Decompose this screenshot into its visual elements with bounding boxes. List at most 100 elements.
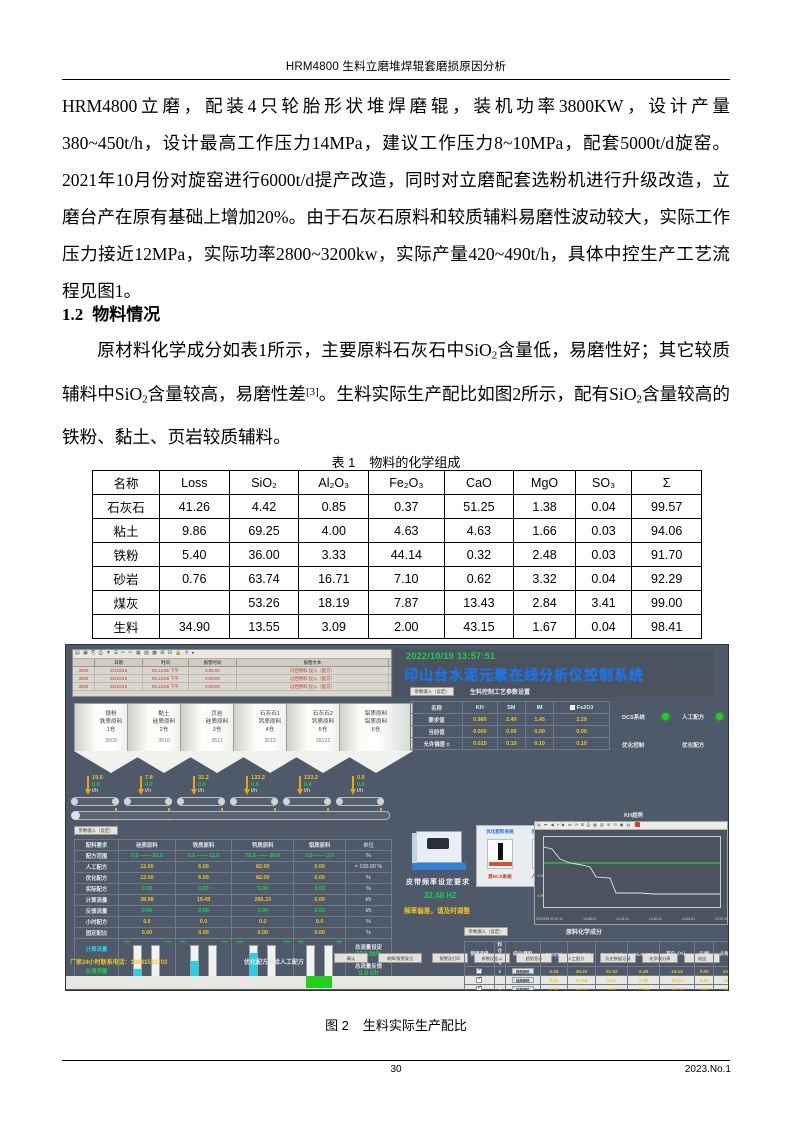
recipe-value-cell[interactable]: 0.5 —— 11.5: [174, 850, 233, 862]
chem-sio2[interactable]: 71.68: [566, 975, 597, 985]
chem-ratio[interactable]: 100.0: [713, 966, 728, 976]
recipe-row[interactable]: 小时配方 0.0 0.0 0.0 0.0%: [74, 916, 392, 928]
chem-fe2o3[interactable]: 31.82: [595, 966, 629, 976]
chem-ratio[interactable]: 80.0: [713, 984, 728, 990]
recipe-value-cell[interactable]: 0.00: [174, 905, 233, 917]
recipe-row[interactable]: 人工配方 12.00 6.00 82.00 0.00 = 100.00 %: [74, 861, 392, 873]
chem-price[interactable]: 0.00: [694, 975, 715, 985]
chem-al2o3[interactable]: 6.49: [627, 966, 660, 976]
recipe-value-cell[interactable]: 0.00: [293, 861, 346, 873]
chem-al2o3[interactable]: 2.35: [627, 975, 660, 985]
chem-other[interactable]: 25.75: [658, 984, 696, 990]
chem-param-input-button[interactable]: 参数输入（设定）: [464, 927, 508, 936]
kh-cell[interactable]: 0.10: [553, 737, 610, 750]
raw-param-input-button[interactable]: 参数输入（设定）: [410, 687, 454, 696]
recipe-value-cell[interactable]: 0.00: [293, 872, 346, 884]
recipe-value-cell[interactable]: 19.49: [174, 894, 233, 906]
recipe-value-cell[interactable]: 0.00: [231, 905, 295, 917]
recipe-value-cell[interactable]: 82.00: [231, 872, 295, 884]
kh-row[interactable]: 当前值 0.000 0.00 0.00 0.00: [410, 725, 610, 738]
recipe-value-cell[interactable]: 0.5 —— 3.0: [293, 850, 346, 862]
chem-price[interactable]: 0.00: [694, 984, 715, 990]
chem-sio2[interactable]: 54.40: [566, 984, 597, 990]
recipe-row[interactable]: 反馈流量 0.00 0.00 0.00 0.00 t/h: [74, 905, 392, 917]
recipe-table[interactable]: 配料要求 硅质原料 铁质原料 钙质原料 铝质原料 单位 配方范围 0.5 —— 20.0 0.5…: [74, 839, 392, 981]
recipe-value-cell[interactable]: 82.00: [231, 861, 295, 873]
chem-cao[interactable]: 0.33: [539, 966, 569, 976]
assign-confirm-button[interactable]: 确认: [334, 953, 368, 963]
chem-material-cell[interactable]: 铁质原料: [504, 966, 541, 976]
kh-row[interactable]: 要求值 0.980 2.40 1.45 2.29: [410, 713, 610, 726]
fe2o3-checkbox-icon[interactable]: [569, 704, 575, 710]
kh-cell[interactable]: 2.29: [553, 713, 610, 726]
chem-ratio[interactable]: 20.0: [713, 975, 728, 985]
alarm-row[interactable]: 3500 22/10/19 05:13:56 下午 0:00:00 过后物料 投入（配方…: [73, 675, 391, 683]
kh-cell[interactable]: 0.10: [524, 737, 555, 750]
kh-row[interactable]: 允许偏差 ±0.015 0.10 0.10 0.10: [410, 737, 610, 750]
recipe-value-cell[interactable]: 6.00: [174, 861, 233, 873]
checkbox-icon[interactable]: [476, 975, 482, 983]
kh-cell[interactable]: 0.00: [524, 725, 555, 738]
alarm-log-panel[interactable]: ▤ ▣ ⎘ ⎙ ▼ ⌸ ⇦ ⇨ ▦ ▨ ▩ ⊞ ⊟ 🔒 ⚲ ▸ 日期 时间 报警…: [72, 649, 392, 697]
switch-left-lever[interactable]: [487, 839, 513, 869]
chem-price[interactable]: 0.00: [694, 966, 715, 976]
recipe-row[interactable]: 优化配方 12.00 6.00 82.00 0.00%: [74, 872, 392, 884]
recipe-row[interactable]: 配方范围 0.5 —— 20.0 0.5 —— 11.5 78.0 —— 90.0 0.…: [74, 850, 392, 862]
recipe-value-cell[interactable]: 0.00: [118, 905, 176, 917]
material-button[interactable]: 硅质原料: [511, 977, 534, 983]
recipe-value-cell[interactable]: 266.33: [231, 894, 295, 906]
recipe-row[interactable]: 计算流量 38.98 19.49 266.33 0.00 t/h: [74, 894, 392, 906]
recipe-value-cell[interactable]: 38.98: [118, 894, 176, 906]
recipe-value-cell[interactable]: 0.00: [293, 905, 346, 917]
kh-cell[interactable]: 2.40: [496, 713, 527, 726]
recipe-value-cell[interactable]: 12.00: [118, 872, 176, 884]
recipe-row[interactable]: 固定配比 0.00 0.00 0.00 0.00%: [74, 927, 392, 939]
recipe-value-cell[interactable]: 0.0: [118, 916, 176, 928]
material-button[interactable]: 铁质原料: [511, 968, 534, 974]
chem-cao[interactable]: 0.33: [539, 984, 569, 990]
kh-cell[interactable]: 0.980: [462, 713, 498, 726]
chem-other[interactable]: 16.16: [658, 966, 696, 976]
recipe-row[interactable]: 实际配方 0.00 0.00 0.00 0.00%: [74, 883, 392, 895]
kh-cell[interactable]: 0.000: [462, 725, 498, 738]
recipe-value-cell[interactable]: 0.00: [231, 883, 295, 895]
recipe-value-cell[interactable]: 12.00: [118, 861, 176, 873]
chem-composition-table[interactable]: 使用选择 料仓编号 成分/原料 CaO(%) SiO₂(%) Fe₂O₃(%) Al₂O₃(…: [464, 941, 728, 990]
silo-6[interactable]: 铝质原料 铝质原料 6仓: [339, 703, 413, 773]
material-button[interactable]: 硅质原料: [511, 986, 534, 990]
recipe-value-cell[interactable]: 0.00: [118, 927, 176, 939]
chem-material-cell[interactable]: 硅质原料: [504, 975, 541, 985]
recipe-value-cell[interactable]: 0.0: [293, 916, 346, 928]
recipe-value-cell[interactable]: 0.0: [231, 916, 295, 928]
alarm-row[interactable]: 3500 22/10/19 05:13:56 下午 0:00:00 闪后物料 投入（配方…: [73, 667, 391, 675]
kh-cell[interactable]: 0.00: [496, 725, 527, 738]
raw-param-table[interactable]: 名称 KH SM IM Fe2O3 要求值 0.980 2.40 1.45 2.29 当前值 0.00…: [410, 701, 610, 750]
recipe-value-cell[interactable]: 0.00: [174, 927, 233, 939]
kh-cell[interactable]: 1.45: [524, 713, 555, 726]
recipe-value-cell[interactable]: 6.00: [174, 872, 233, 884]
recipe-value-cell[interactable]: 0.0: [174, 916, 233, 928]
chem-fe2o3[interactable]: 5.83: [595, 984, 629, 990]
kh-cell[interactable]: 0.10: [496, 737, 527, 750]
chem-al2o3[interactable]: 13.69: [627, 984, 660, 990]
recipe-value-cell[interactable]: 78.0 —— 90.0: [231, 850, 295, 862]
fault-reset-button[interactable]: 故障/报警复位: [378, 953, 422, 963]
chem-other[interactable]: 20.14: [658, 975, 696, 985]
recipe-value-cell[interactable]: 0.00: [118, 883, 176, 895]
chem-material-cell[interactable]: 硅质原料: [504, 984, 541, 990]
chem-cao[interactable]: 0.42: [539, 975, 569, 985]
record-icon[interactable]: [635, 822, 641, 827]
checkbox-icon[interactable]: [476, 966, 482, 974]
trend-chart-window[interactable]: ▤ ⏮ ◀ ⏸ ▶ ⏭ ⟳ ⌸ ⎙ ▦ ▨ ⊞ ⊟ ▣ ▤ 0.99 0.98: [534, 821, 728, 925]
checkbox-icon[interactable]: [476, 984, 482, 990]
recipe-param-input-button[interactable]: 参数输入（设定）: [74, 826, 118, 835]
recipe-value-cell[interactable]: 0.5 —— 20.0: [118, 850, 176, 862]
recipe-value-cell[interactable]: 0.00: [293, 927, 346, 939]
recipe-value-cell[interactable]: 0.00: [174, 883, 233, 895]
kh-cell[interactable]: 0.00: [553, 725, 610, 738]
hmi-nav-button-1[interactable]: 报警及打印: [432, 953, 468, 963]
recipe-value-cell[interactable]: 0.00: [293, 894, 346, 906]
